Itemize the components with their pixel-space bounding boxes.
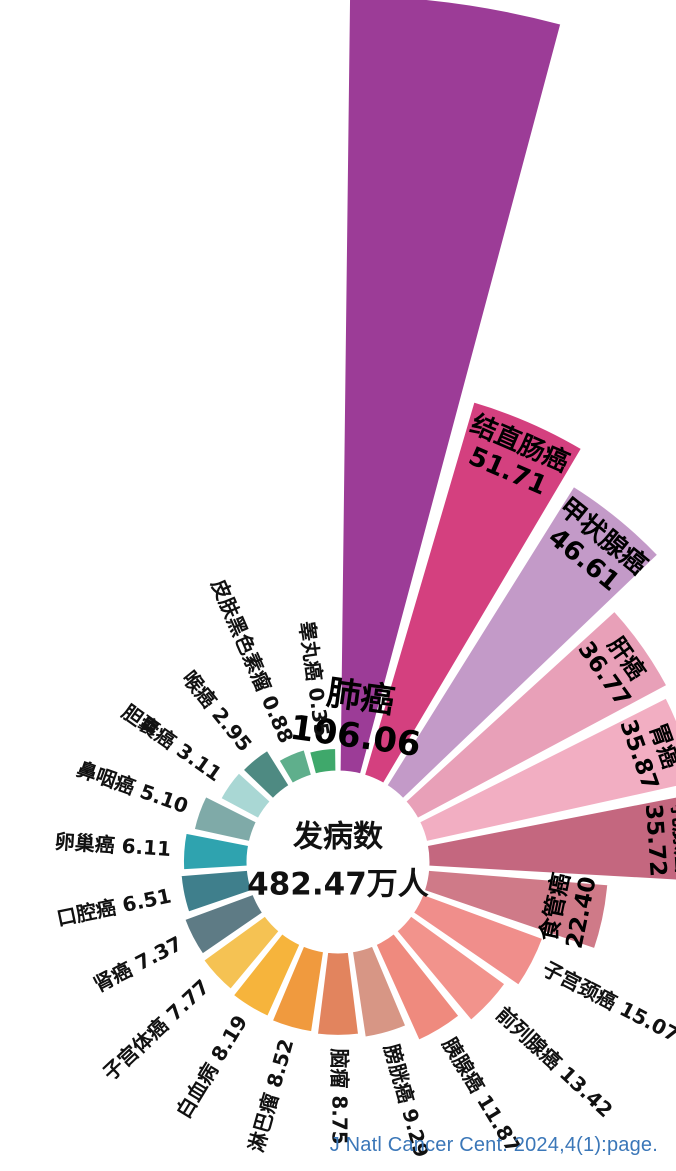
center-value: 482.47万人 [247,867,429,903]
segment-label: 前列腺癌 13.42 [491,1002,617,1122]
center-hub [248,772,428,952]
segment-label: 鼻咽癌 5.10 [74,757,192,819]
citation-text: J Natl Cancer Cent. 2024,4(1):page. [329,1134,658,1156]
segment-label-name: 肺癌 [324,673,397,722]
segment-label: 白血病 8.19 [171,1011,252,1123]
segment-label-name: 乳腺癌 [667,803,676,874]
segment-label: 脑瘤 8.75 [328,1048,352,1144]
center-title: 发病数 [292,820,384,855]
segment-label: 卵巢癌 6.11 [54,829,172,861]
segment-label: 淋巴瘤 8.52 [244,1036,298,1154]
segment-label: 口腔癌 6.51 [55,883,174,930]
segment-label: 肾癌 7.37 [90,931,187,997]
segment-label-value: 35.72 [640,803,671,877]
segment-label: 子宫颈癌 15.07 [539,956,676,1046]
